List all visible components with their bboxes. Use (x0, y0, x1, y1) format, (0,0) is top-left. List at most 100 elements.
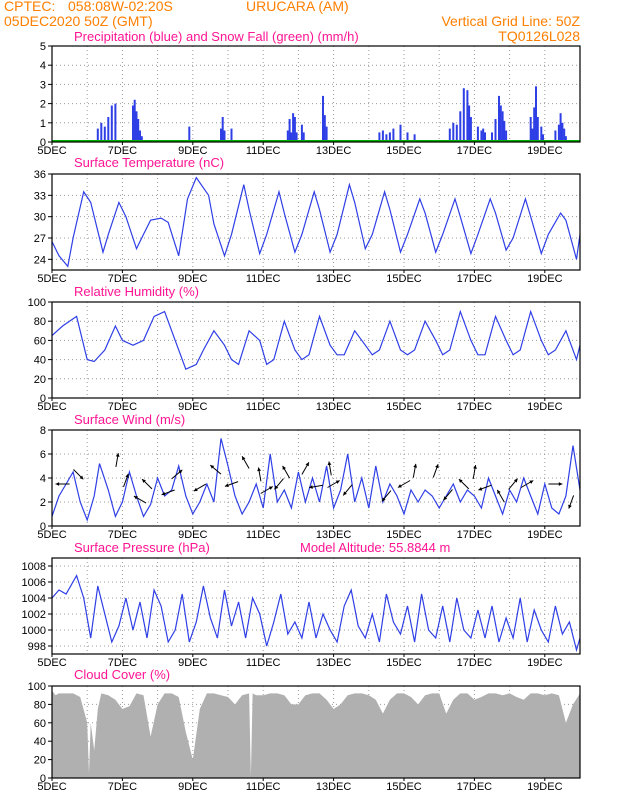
precip-bar (110, 105, 113, 142)
precip-bar (135, 111, 138, 142)
cloud-cover-area (52, 690, 580, 778)
wind-arrow (301, 462, 310, 475)
pressure-xtick-label: 7DEC (108, 657, 137, 669)
precip-panel-title: Precipitation (blue) and Snow Fall (gree… (74, 29, 359, 44)
temperature-xtick-label: 19DEC (527, 273, 563, 285)
precip-bar (292, 113, 295, 142)
wind-arrow (257, 467, 262, 482)
wind-xtick-label: 13DEC (316, 529, 352, 541)
precip-bar (494, 119, 497, 142)
cloud-xtick-label: 13DEC (316, 781, 352, 793)
wind-arrow (397, 480, 411, 488)
precip-bar (561, 122, 564, 142)
wind-arrow-head (257, 467, 261, 472)
wind-arrow-head (558, 482, 563, 486)
wind-arrows (55, 453, 575, 509)
precip-bar (133, 99, 136, 142)
humidity-ytick-label: 20 (34, 374, 46, 386)
precip-frame (51, 45, 581, 143)
wind-arrow (55, 482, 70, 486)
wind-arrow-head (161, 491, 166, 496)
precip-bar (139, 130, 141, 142)
humidity-xtick-label: 19DEC (527, 401, 563, 413)
precip-ytick-label: 0 (40, 137, 46, 149)
temperature-ytick-label: 27 (34, 233, 46, 245)
wind-ytick-label: 0 (40, 521, 46, 533)
wind-arrow-head (381, 497, 386, 502)
precip-xtick-label: 9DEC (178, 145, 207, 157)
precip-xtick-label: 11DEC (246, 145, 281, 157)
wind-arrow (412, 463, 418, 478)
pressure-xtick-label: 17DEC (457, 657, 493, 669)
humidity-frame (51, 301, 581, 399)
header-run: 05DEC2020 50Z (GMT) (4, 13, 153, 29)
wind-arrow (432, 464, 439, 478)
precip-bar (220, 128, 222, 142)
precip-bar (302, 132, 305, 142)
precip-bar (468, 105, 471, 142)
header-coords: 058:08W-02:20S (68, 0, 173, 14)
precip-bar (325, 126, 328, 142)
cloud-ytick-label: 0 (40, 773, 46, 785)
wind-arrow (342, 484, 353, 496)
precip-bar (448, 128, 451, 142)
wind-arrow-head (478, 487, 483, 491)
humidity-xtick-label: 11DEC (246, 401, 281, 413)
precip-bar (388, 132, 391, 142)
precip-bar (554, 130, 557, 142)
cloud-frame (51, 685, 581, 779)
precip-bar (295, 132, 298, 142)
wind-arrow-head (79, 475, 84, 480)
wind-arrow-head (473, 465, 477, 469)
humidity-ytick-label: 0 (40, 393, 46, 405)
precip-bar (542, 134, 544, 142)
precip-panel: 0 1 2 3 4 5 5DEC 7DEC 9DEC 11DEC 13DEC 15DEC 17DEC 19… (37, 41, 581, 157)
precip-bar (223, 130, 226, 142)
wind-arrow (161, 489, 175, 496)
precip-bar (100, 122, 103, 142)
wind-arrow-head (443, 496, 448, 501)
precip-bar (378, 132, 381, 142)
wind-arrow-head (397, 484, 402, 488)
temperature-panel: 24 27 30 33 36 5DEC 7DEC 9DEC 11DEC 13DEC 15DEC 17D… (34, 169, 581, 285)
cloud-panel-title: Cloud Cover (%) (74, 667, 170, 682)
wind-series-line (51, 438, 581, 522)
wind-arrow (568, 495, 575, 509)
precip-bar (114, 103, 117, 142)
wind-arrow-head (210, 465, 215, 469)
cloud-xtick-label: 15DEC (386, 781, 422, 793)
cloud-xtick-label: 7DEC (108, 781, 137, 793)
wind-arrow (123, 473, 129, 488)
wind-arrow-head (413, 463, 418, 468)
pressure-panel-title: Surface Pressure (hPa) (74, 540, 210, 555)
precip-bar (140, 136, 143, 142)
precip-bar (381, 130, 384, 142)
header-station: URUCARA (AM) (246, 0, 349, 14)
temperature-xtick-label: 5DEC (37, 273, 66, 285)
precip-bar (188, 126, 191, 142)
wind-ytick-label: 6 (40, 449, 46, 461)
wind-arrow-head (305, 462, 309, 467)
wind-arrow (472, 465, 477, 479)
precip-bar (288, 119, 291, 142)
precip-bar (480, 130, 483, 142)
wind-arrow-head (178, 469, 183, 474)
wind-arrow (548, 482, 563, 486)
wind-ytick-label: 2 (40, 497, 46, 509)
pressure-xtick-label: 9DEC (178, 657, 207, 669)
wind-arrow-head (115, 453, 120, 457)
wind-arrow (381, 490, 392, 502)
wind-arrow-head (327, 461, 332, 466)
pressure-xtick-label: 5DEC (37, 657, 66, 669)
precip-bar (286, 130, 289, 142)
header-code: TQ0126L028 (498, 28, 580, 44)
precip-bar (392, 128, 395, 142)
humidity-xtick-label: 15DEC (386, 401, 422, 413)
wind-arrow-head (224, 483, 229, 487)
precip-bar (484, 132, 486, 142)
header-source: CPTEC: (4, 0, 55, 14)
wind-arrow-head (529, 480, 534, 484)
humidity-xtick-label: 17DEC (457, 401, 493, 413)
wind-arrow (282, 465, 291, 479)
